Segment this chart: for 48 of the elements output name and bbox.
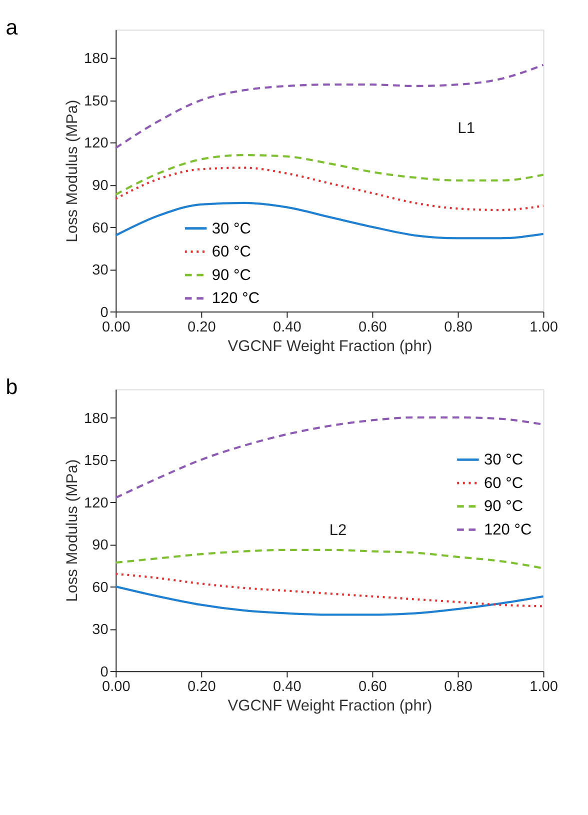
x-tick-label: 0.80 bbox=[444, 319, 472, 336]
y-tick-label: 120 bbox=[84, 136, 108, 152]
y-tick-label: 150 bbox=[84, 453, 108, 470]
annotation: L2 bbox=[329, 522, 347, 540]
x-tick-label: 0.20 bbox=[188, 679, 216, 696]
y-tick-label: 90 bbox=[92, 178, 108, 194]
x-tick-label: 0.20 bbox=[188, 319, 216, 336]
legend-label: 120 °C bbox=[484, 522, 532, 539]
line-series bbox=[114, 166, 544, 212]
legend-label: 90 °C bbox=[484, 498, 524, 516]
line-series bbox=[114, 64, 544, 150]
x-tick-label: 0.00 bbox=[102, 679, 130, 696]
y-tick-label: 30 bbox=[92, 262, 108, 279]
chart-title: b bbox=[6, 375, 18, 400]
y-tick-label: 30 bbox=[92, 622, 108, 638]
y-tick-label: 120 bbox=[84, 495, 108, 512]
line-series bbox=[114, 572, 544, 608]
y-tick-label: 180 bbox=[84, 410, 108, 427]
line-series bbox=[114, 202, 544, 240]
legend-label: 30 °C bbox=[212, 220, 251, 238]
y-tick-label: 180 bbox=[84, 51, 108, 68]
y-tick-label: 150 bbox=[84, 93, 108, 110]
x-tick-label: 0.00 bbox=[102, 319, 130, 336]
y-tick-label: 0 bbox=[100, 304, 108, 321]
line-series bbox=[114, 585, 544, 616]
legend-label: 30 °C bbox=[484, 452, 524, 469]
x-axis-title: VGCNF Weight Fraction (phr) bbox=[228, 338, 432, 355]
y-tick-label: 0 bbox=[100, 664, 108, 680]
y-tick-label: 60 bbox=[92, 220, 108, 236]
line-series bbox=[114, 154, 544, 196]
legend-label: 90 °C bbox=[212, 266, 251, 284]
x-tick-label: 0.80 bbox=[444, 679, 472, 696]
chart-title: a bbox=[6, 16, 18, 40]
legend-label: 120 °C bbox=[212, 290, 260, 308]
annotation: L1 bbox=[458, 120, 475, 138]
y-tick-label: 90 bbox=[92, 538, 108, 554]
x-tick-label: 0.60 bbox=[358, 319, 387, 336]
x-tick-label: 0.60 bbox=[358, 679, 387, 696]
x-tick-label: 1.00 bbox=[530, 319, 558, 336]
legend-label: 60 °C bbox=[484, 474, 524, 492]
x-axis-title: VGCNF Weight Fraction (phr) bbox=[228, 697, 432, 714]
x-tick-label: 1.00 bbox=[530, 679, 558, 696]
y-axis-title: Loss Modulus (MPa) bbox=[64, 100, 82, 242]
x-tick-label: 0.40 bbox=[273, 319, 302, 336]
x-tick-label: 0.40 bbox=[273, 679, 302, 696]
y-tick-label: 60 bbox=[92, 580, 108, 596]
y-axis-title: Loss Modulus (MPa) bbox=[64, 459, 82, 602]
legend-label: 60 °C bbox=[212, 244, 251, 261]
